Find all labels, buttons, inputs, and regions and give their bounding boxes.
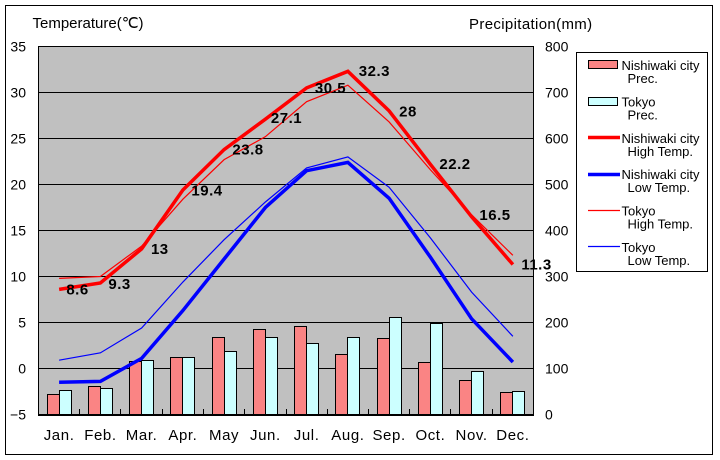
svg-text:Aug.: Aug. — [331, 427, 364, 444]
svg-text:20: 20 — [10, 176, 26, 192]
svg-text:700: 700 — [545, 84, 569, 100]
svg-text:9.3: 9.3 — [108, 276, 130, 293]
svg-text:27.1: 27.1 — [271, 110, 302, 127]
svg-text:500: 500 — [545, 176, 569, 192]
svg-text:22.2: 22.2 — [439, 156, 470, 173]
svg-text:Dec.: Dec. — [496, 427, 529, 444]
svg-text:Oct.: Oct. — [415, 427, 445, 444]
svg-text:32.3: 32.3 — [359, 63, 390, 80]
svg-text:High Temp.: High Temp. — [628, 217, 694, 232]
svg-text:Prec.: Prec. — [628, 107, 658, 122]
svg-text:5: 5 — [18, 314, 26, 330]
svg-text:Low Temp.: Low Temp. — [628, 253, 691, 268]
svg-text:15: 15 — [10, 222, 26, 238]
svg-text:13: 13 — [151, 241, 169, 258]
svg-text:Temperature(℃): Temperature(℃) — [33, 15, 144, 32]
svg-text:Jan.: Jan. — [44, 427, 75, 444]
svg-text:300: 300 — [545, 268, 569, 284]
svg-text:28: 28 — [399, 104, 417, 121]
svg-text:30: 30 — [10, 84, 26, 100]
svg-text:Sep.: Sep. — [372, 427, 405, 444]
svg-text:Nov.: Nov. — [456, 427, 488, 444]
svg-text:Tokyo: Tokyo — [622, 94, 656, 109]
svg-text:100: 100 — [545, 360, 569, 376]
svg-text:High Temp.: High Temp. — [628, 144, 694, 159]
svg-text:30.5: 30.5 — [315, 80, 346, 97]
svg-text:10: 10 — [10, 268, 26, 284]
svg-text:Tokyo: Tokyo — [622, 204, 656, 219]
svg-text:Feb.: Feb. — [84, 427, 116, 444]
svg-text:May: May — [209, 427, 239, 444]
svg-text:−5: −5 — [10, 406, 26, 422]
svg-text:Mar.: Mar. — [126, 427, 158, 444]
svg-text:Jun.: Jun. — [250, 427, 281, 444]
svg-text:Nishiwaki city: Nishiwaki city — [622, 131, 701, 146]
svg-text:Tokyo: Tokyo — [622, 240, 656, 255]
svg-text:16.5: 16.5 — [479, 207, 510, 224]
svg-text:Low Temp.: Low Temp. — [628, 180, 691, 195]
svg-text:Nishiwaki city: Nishiwaki city — [622, 167, 701, 182]
svg-text:23.8: 23.8 — [232, 142, 263, 159]
svg-text:0: 0 — [18, 360, 26, 376]
svg-text:800: 800 — [545, 38, 569, 54]
svg-text:19.4: 19.4 — [191, 183, 222, 200]
svg-text:Prec.: Prec. — [628, 71, 658, 86]
svg-text:200: 200 — [545, 314, 569, 330]
svg-text:Precipitation(mm): Precipitation(mm) — [469, 16, 592, 33]
svg-text:600: 600 — [545, 130, 569, 146]
svg-text:Apr.: Apr. — [168, 427, 197, 444]
svg-text:Nishiwaki city: Nishiwaki city — [622, 58, 701, 73]
svg-text:35: 35 — [10, 38, 26, 54]
svg-text:Jul.: Jul. — [294, 427, 320, 444]
svg-text:25: 25 — [10, 130, 26, 146]
svg-text:8.6: 8.6 — [66, 282, 88, 299]
svg-text:400: 400 — [545, 222, 569, 238]
svg-text:0: 0 — [545, 406, 553, 422]
svg-text:11.3: 11.3 — [521, 257, 551, 274]
